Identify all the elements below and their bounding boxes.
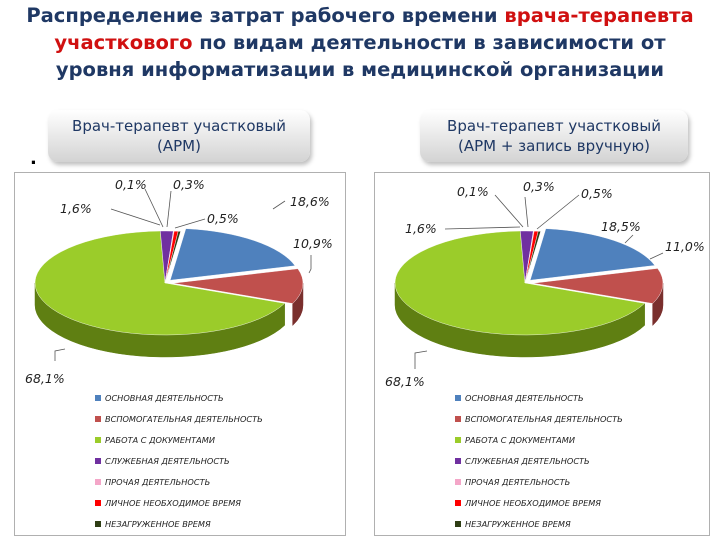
chart-panel-left: 18,6% 10,9% 68,1% 1,6% 0,1% 0,5% 0,3% ОСНОВНАЯ … [14,172,346,536]
chart-heading-line: (АРМ) [157,137,201,155]
data-label: 10,9% [293,236,333,251]
leader-line [308,255,312,274]
leader-line [414,350,428,369]
data-label: 68,1% [385,374,425,389]
pie-slice [34,230,286,336]
legend-label: ВСПОМОГАТЕЛЬНАЯ ДЕЯТЕЛЬНОСТЬ [465,414,623,424]
data-label: 0,3% [523,179,555,194]
legend-swatch [95,521,101,527]
pie-slice [524,231,541,284]
data-label: 0,1% [457,184,489,199]
title-highlight: врача-терапевта [504,4,694,27]
pie-slice [169,228,296,281]
legend-label: РАБОТА С ДОКУМЕНТАМИ [105,435,215,445]
legend-label: ОСНОВНАЯ ДЕЯТЕЛЬНОСТЬ [105,393,224,403]
leader-line [536,194,580,230]
title-line-2: участкового по видам деятельности в зави… [0,29,720,56]
title-text: Распределение затрат рабочего времени [26,4,505,27]
leader-line [54,348,66,361]
chart-heading-left: Врач-терапевт участковый (АРМ) [48,110,310,162]
legend: ОСНОВНАЯ ДЕЯТЕЛЬНОСТЬ ВСПОМОГАТЕЛЬНАЯ ДЕЯ… [95,393,263,529]
legend-label: ПРОЧАЯ ДЕЯТЕЛЬНОСТЬ [465,477,570,487]
legend-swatch [455,521,461,527]
pie-slice [529,228,656,281]
data-label: 0,5% [581,186,613,201]
legend-label: ПРОЧАЯ ДЕЯТЕЛЬНОСТЬ [105,477,210,487]
legend-swatch [455,437,461,443]
title-line-3: уровня информатизации в медицинской орга… [0,56,720,83]
legend-swatch [95,395,101,401]
chart-heading-right: Врач-терапевт участковый (АРМ + запись в… [420,110,688,162]
pie-slice [394,230,646,336]
chart-heading-line: Врач-терапевт участковый [447,117,661,135]
legend: ОСНОВНАЯ ДЕЯТЕЛЬНОСТЬ ВСПОМОГАТЕЛЬНАЯ ДЕЯ… [455,393,623,529]
pie-top-group [34,228,304,336]
legend-label: ОСНОВНАЯ ДЕЯТЕЛЬНОСТЬ [465,393,584,403]
leader-line [649,252,664,260]
pie-labels-group: 18,6% 10,9% 68,1% 1,6% 0,1% 0,5% 0,3% [25,177,333,386]
pie-chart-left: 18,6% 10,9% 68,1% 1,6% 0,1% 0,5% 0,3% ОСНОВНАЯ … [25,177,333,529]
title-text: по видам деятельности в зависимости от [192,31,666,54]
legend-swatch [95,416,101,422]
legend-swatch [455,458,461,464]
title-line-1: Распределение затрат рабочего времени вр… [0,2,720,29]
leader-line [110,208,161,226]
stray-bullet: . [30,148,37,169]
legend-label: ВСПОМОГАТЕЛЬНАЯ ДЕЯТЕЛЬНОСТЬ [105,414,263,424]
page-title: Распределение затрат рабочего времени вр… [0,2,720,83]
data-label: 11,0% [665,239,705,254]
data-label: 1,6% [405,221,437,236]
pie-top-group [394,228,664,336]
legend-label: РАБОТА С ДОКУМЕНТАМИ [465,435,575,445]
pie-slice [172,268,304,304]
leader-line [144,188,164,228]
chart-heading-line: Врач-терапевт участковый [72,117,286,135]
legend-swatch [455,500,461,506]
title-text: уровня информатизации в медицинской орга… [55,58,665,81]
leader-line [524,196,529,228]
leader-line [624,234,634,244]
pie-labels-group: 18,5% 11,0% 68,1% 1,6% 0,1% 0,5% 0,3% [385,179,705,389]
chart-heading-line: (АРМ + запись вручную) [457,137,651,155]
legend-swatch [455,479,461,485]
pie-chart-right: 18,5% 11,0% 68,1% 1,6% 0,1% 0,5% 0,3% ОСНОВНАЯ … [385,179,705,529]
legend-label: СЛУЖЕБНАЯ ДЕЯТЕЛЬНОСТЬ [465,456,590,466]
data-label: 18,6% [290,194,330,209]
chart-panel-right: 18,5% 11,0% 68,1% 1,6% 0,1% 0,5% 0,3% ОСНОВНАЯ … [374,172,710,536]
legend-swatch [455,395,461,401]
legend-swatch [455,416,461,422]
title-highlight: участкового [54,31,193,54]
leader-line [444,226,521,230]
legend-swatch [95,479,101,485]
legend-label: СЛУЖЕБНАЯ ДЕЯТЕЛЬНОСТЬ [105,456,230,466]
data-label: 18,5% [601,219,641,234]
legend-label: ЛИЧНОЕ НЕОБХОДИМОЕ ВРЕМЯ [464,498,601,508]
legend-swatch [95,437,101,443]
data-label: 1,6% [60,201,92,216]
legend-label: НЕЗАГРУЖЕННОЕ ВРЕМЯ [105,519,211,529]
leader-line [174,218,206,229]
legend-swatch [95,500,101,506]
data-label: 0,5% [207,211,239,226]
leader-line [166,190,172,228]
leader-line [494,194,524,228]
legend-label: ЛИЧНОЕ НЕОБХОДИМОЕ ВРЕМЯ [104,498,241,508]
data-label: 0,1% [115,177,147,192]
leader-line [272,200,286,210]
pie-slice [164,231,181,284]
legend-swatch [95,458,101,464]
legend-label: НЕЗАГРУЖЕННОЕ ВРЕМЯ [465,519,571,529]
data-label: 68,1% [25,371,65,386]
data-label: 0,3% [173,177,205,192]
